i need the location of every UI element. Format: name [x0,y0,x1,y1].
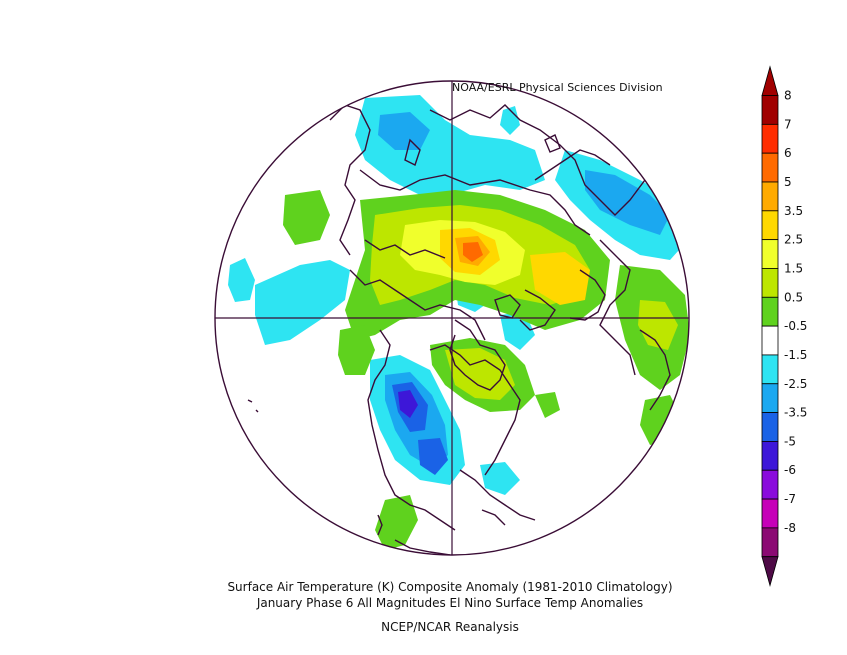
colorbar-swatch [761,152,779,183]
colorbar-swatch [761,123,779,154]
colorbar-label: 1.5 [784,261,803,275]
colorbar-label: 2.5 [784,233,803,247]
warm-anomaly-atlantic [535,392,560,418]
warm-anomaly-pacific-south [375,495,418,550]
colorbar-label: -2.5 [784,377,807,391]
colorbar-swatch [761,296,779,327]
colorbar-label: 8 [784,89,792,103]
warm-anomaly-alaska [338,325,375,375]
colorbar-label: -0.5 [784,319,807,333]
cold-anomaly-gulf [418,438,448,475]
colorbar-label: -8 [784,521,796,535]
colorbar-swatch [761,469,779,500]
title-line-2: January Phase 6 All Magnitudes El Nino S… [256,596,644,610]
colorbar-swatch [761,383,779,413]
warm-anomaly-canada-inner [445,348,515,400]
colorbar-swatch [761,412,779,442]
title-line-1: Surface Air Temperature (K) Composite An… [227,580,673,594]
colorbar-label: 3.5 [784,204,803,218]
colorbar-label: -5 [784,434,796,448]
cold-anomaly-pacific-small [228,258,255,302]
colorbar-swatch [761,354,779,385]
colorbar-bottom-arrow [761,556,779,588]
colorbar-label: 7 [784,117,792,131]
colorbar-top-arrow [761,65,779,96]
colorbar-swatch [761,239,779,269]
colorbar-label: 5 [784,175,792,189]
colorbar-label: -1.5 [784,348,807,362]
warm-anomaly-china-inner [638,300,678,350]
colorbar-label: 0.5 [784,290,803,304]
cold-anomaly-pacific-west [255,260,350,345]
cold-anomaly-hudson-small [500,106,520,135]
source-text: NCEP/NCAR Reanalysis [381,620,519,634]
colorbar-swatch [761,325,779,356]
colorbar: 8 7 6 5 3.5 2.5 1.5 0.5 -0.5 -1.5 -2.5 -3.5 -5 -6 -7 -8 [761,65,807,588]
colorbar-label: -6 [784,463,796,477]
cold-anomaly-atlantic-south [480,462,520,495]
warm-anomaly-siberia-peak [463,242,483,262]
map-disk [214,80,690,556]
colorbar-swatch [761,95,779,125]
credit-text: NOAA/ESRL Physical Sciences Division [452,81,663,94]
colorbar-swatch [761,498,779,529]
colorbar-swatch [761,268,779,298]
map-border [214,80,690,556]
colorbar-swatch [761,181,779,212]
cold-anomaly-north-atlantic-core [378,112,430,150]
colorbar-label: -7 [784,492,796,506]
cold-anomaly-north-america-deep [398,390,418,418]
anomaly-field [228,95,689,555]
colorbar-label: -3.5 [784,406,807,420]
warm-anomaly-pacific-northwest [283,190,330,245]
warm-anomaly-east [530,252,590,305]
colorbar-swatch [761,441,779,471]
colorbar-swatch [761,527,779,558]
colorbar-label: 6 [784,146,792,160]
colorbar-swatch [761,210,779,241]
